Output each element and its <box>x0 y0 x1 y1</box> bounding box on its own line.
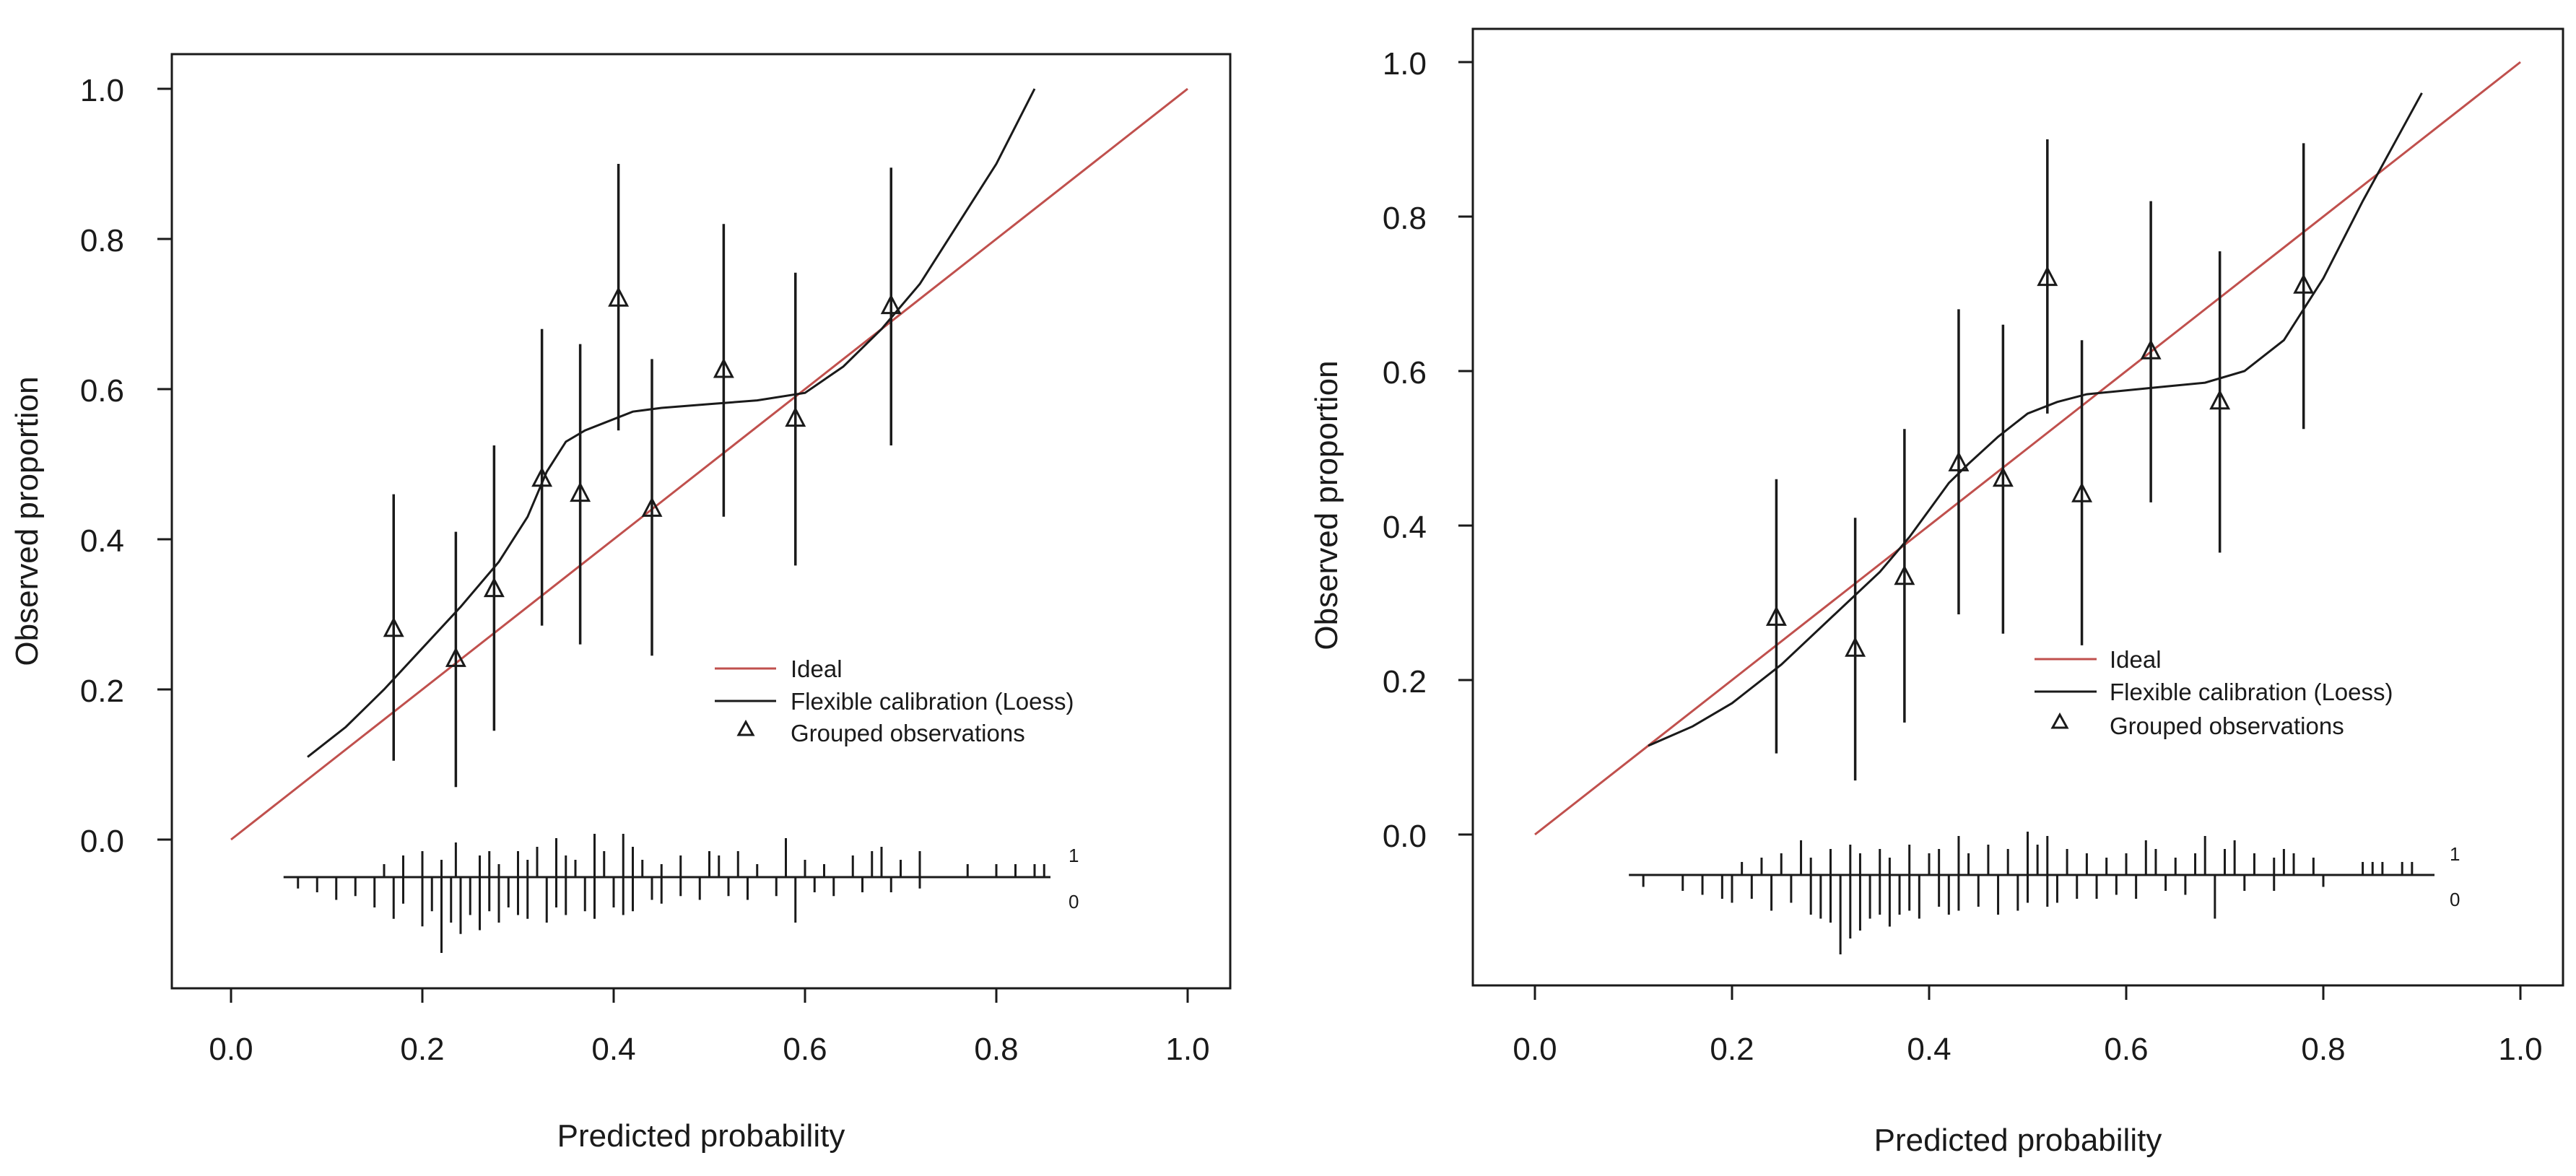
left-y-tick-label: 0.6 <box>80 373 124 409</box>
right-rug-label-1: 1 <box>2450 843 2460 865</box>
left-y-axis-title: Observed proportion <box>9 376 45 666</box>
left-legend: Ideal Flexible calibration (Loess) Group… <box>715 655 1074 746</box>
right-y-tick-label: 0.4 <box>1383 510 1427 545</box>
legend-groups-label: Grouped observations <box>2110 713 2344 739</box>
left-x-tick-label: 0.6 <box>783 1032 827 1067</box>
left-plot-marks <box>157 87 1189 1003</box>
left-y-tick-label: 1.0 <box>80 73 124 108</box>
legend-ideal-label: Ideal <box>2110 646 2162 673</box>
left-x-tick-label: 1.0 <box>1165 1032 1209 1067</box>
right-x-tick-label: 0.4 <box>1907 1032 1951 1067</box>
left-group-point <box>570 482 591 502</box>
left-ideal-line <box>230 87 1188 841</box>
right-y-tick-labels: 1.0 0.8 0.6 0.4 0.2 0.0 <box>1383 46 1427 854</box>
right-y-tick-label: 1.0 <box>1383 46 1427 82</box>
right-group-point <box>2293 274 2315 294</box>
right-x-tick-label: 1.0 <box>2498 1032 2542 1067</box>
right-y-tick-label: 0.2 <box>1383 664 1427 700</box>
right-x-tick-labels: 0.0 0.2 0.4 0.6 0.8 1.0 <box>1513 1032 2542 1067</box>
left-group-point <box>483 577 505 598</box>
right-group-point <box>2071 482 2093 502</box>
legend-triangle-marker <box>2050 712 2069 729</box>
left-group-point <box>608 286 630 307</box>
left-x-tick-label: 0.0 <box>209 1032 253 1067</box>
right-group-point <box>1765 606 1787 626</box>
right-legend: Ideal Flexible calibration (Loess) Group… <box>2035 646 2393 739</box>
left-x-tick-label: 0.2 <box>400 1032 444 1067</box>
legend-triangle-marker <box>736 719 755 736</box>
right-calibration-panel: 1.0 0.8 0.6 0.4 0.2 0.0 0.0 0.2 0.4 0.6 … <box>1309 27 2564 1158</box>
left-y-tick-label: 0.8 <box>80 223 124 258</box>
left-group-point <box>531 466 553 487</box>
right-y-tick-label: 0.0 <box>1383 819 1427 854</box>
right-group-point <box>2140 339 2162 360</box>
right-y-tick-label: 0.6 <box>1383 355 1427 391</box>
left-group-point <box>880 294 902 315</box>
right-group-point <box>2037 266 2058 287</box>
right-x-axis-title: Predicted probability <box>1874 1123 2162 1158</box>
right-x-tick-label: 0.6 <box>2104 1032 2148 1067</box>
left-x-axis-title: Predicted probability <box>557 1118 845 1154</box>
right-rug-label-0: 0 <box>2450 889 2460 910</box>
legend-loess-label: Flexible calibration (Loess) <box>791 688 1074 715</box>
left-calibration-panel: 1.0 0.8 0.6 0.4 0.2 0.0 0.0 0.2 0.4 0.6 … <box>9 53 1232 1154</box>
right-loess-curve <box>1648 92 2423 747</box>
right-group-point <box>1894 565 1915 585</box>
right-y-axis-title: Observed proportion <box>1309 360 1344 650</box>
right-plot-marks <box>1458 61 2522 1000</box>
left-x-tick-label: 0.8 <box>974 1032 1018 1067</box>
left-rug-label-1: 1 <box>1069 845 1079 866</box>
right-x-tick-label: 0.0 <box>1513 1032 1557 1067</box>
left-y-tick-label: 0.4 <box>80 523 124 559</box>
right-group-point <box>1992 466 2014 487</box>
left-y-tick-label: 0.2 <box>80 674 124 709</box>
left-group-point <box>641 497 663 517</box>
right-group-point <box>1948 451 1970 471</box>
left-group-point <box>383 617 404 637</box>
right-group-point <box>1845 636 1866 657</box>
right-x-tick-label: 0.2 <box>1710 1032 1754 1067</box>
right-y-tick-label: 0.8 <box>1383 201 1427 236</box>
left-group-point <box>785 406 806 427</box>
left-y-tick-labels: 1.0 0.8 0.6 0.4 0.2 0.0 <box>80 73 124 859</box>
left-rug-label-0: 0 <box>1069 891 1079 913</box>
legend-groups-label: Grouped observations <box>791 720 1025 746</box>
left-x-tick-label: 0.4 <box>591 1032 635 1067</box>
left-group-point <box>445 647 466 667</box>
left-group-point <box>713 357 734 378</box>
legend-loess-label: Flexible calibration (Loess) <box>2110 679 2393 705</box>
right-ideal-line <box>1534 61 2521 836</box>
legend-ideal-label: Ideal <box>791 655 843 682</box>
right-group-point <box>2209 389 2231 410</box>
left-x-tick-labels: 0.0 0.2 0.4 0.6 0.8 1.0 <box>209 1032 1209 1067</box>
left-y-tick-label: 0.0 <box>80 824 124 859</box>
right-x-tick-label: 0.8 <box>2301 1032 2345 1067</box>
